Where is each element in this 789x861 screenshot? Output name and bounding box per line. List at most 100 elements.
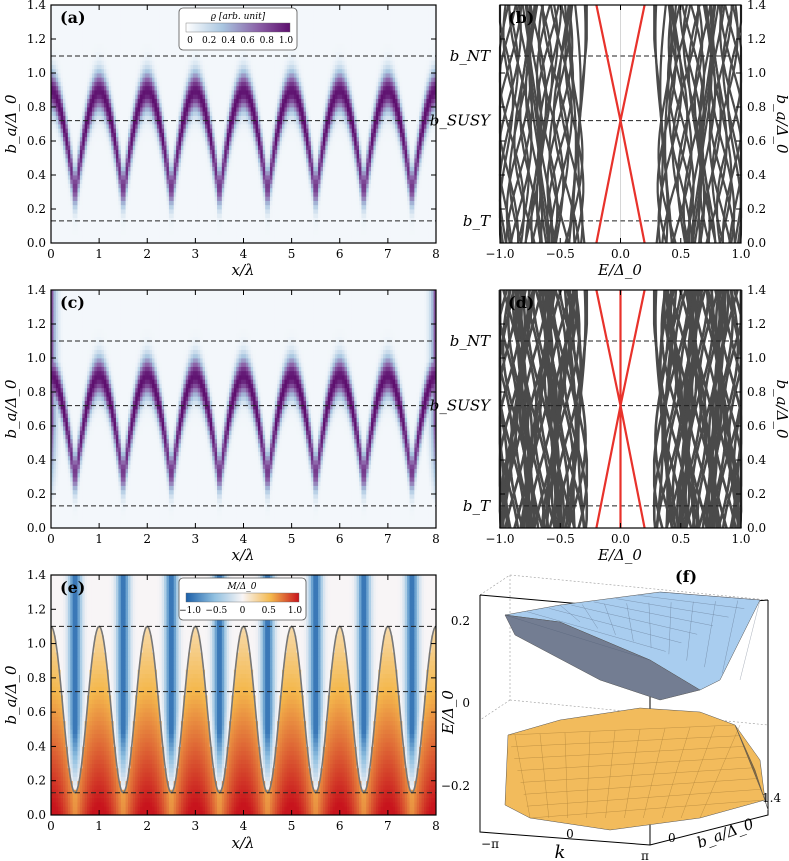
xtick-label: 3: [192, 819, 200, 833]
panel-f-btick-right: 1.4: [762, 791, 781, 805]
xtick-label: 1: [95, 819, 103, 833]
xtick-label: 0: [47, 819, 55, 833]
panel-a: 0 1 2 3 4 5 6 7 80.00.20.40.60.81.01.21.4 (a) ϱ …: [2, 0, 440, 279]
ytick-label: 0.8: [747, 100, 766, 114]
ytick-label: 0.4: [27, 168, 46, 182]
xtick-label: 6: [336, 819, 344, 833]
panel-f-btick-left: 0: [668, 831, 676, 845]
ytick-label: 0.6: [27, 705, 46, 719]
panel-d-ylabel: b_a/Δ_0: [773, 380, 789, 439]
xtick-label: 5: [288, 532, 296, 546]
colorbar-tick: −0.5: [205, 606, 227, 616]
ytick-label: 1.0: [747, 66, 766, 80]
ytick-label: 0.0: [27, 521, 46, 535]
panel-f-ktick-mid: 0: [566, 827, 574, 841]
panel-c-heatmap: [51, 290, 436, 528]
panel-e-xlabel: x/λ: [231, 834, 254, 852]
panel-b-xlabel: E/Δ_0: [597, 261, 642, 279]
ytick-label: 0.4: [747, 453, 766, 467]
panel-a-xlabel: x/λ: [231, 261, 254, 279]
ytick-label: 1.0: [27, 351, 46, 365]
ytick-label: 0.8: [27, 671, 46, 685]
ytick-label: 0.6: [747, 419, 766, 433]
xtick-label: 0.5: [671, 532, 690, 546]
panel-c-xlabel: x/λ: [231, 546, 254, 564]
xtick-label: 7: [384, 819, 392, 833]
ytick-label: 1.4: [747, 0, 766, 12]
panel-d-label: (d): [508, 293, 534, 312]
xtick-label: 6: [336, 532, 344, 546]
xtick-label: 7: [384, 247, 392, 261]
xtick-label: 0: [47, 532, 55, 546]
xtick-label: 1: [95, 532, 103, 546]
colorbar-tick: 0: [240, 606, 246, 616]
ytick-label: 1.2: [747, 317, 766, 331]
ytick-label: 0.8: [27, 385, 46, 399]
panel-b: −1.0 −0.5 0.0 0.5 1.00.00.20.40.60.81.01.21.…: [430, 0, 789, 279]
panel-f-zlabel: E/Δ_0: [439, 690, 457, 735]
panel-f-ztick-mid: 0: [462, 696, 470, 710]
ytick-label: 0.6: [27, 419, 46, 433]
marker-label: b_NT: [450, 47, 491, 65]
panel-b-ylabel: b_a/Δ_0: [773, 95, 789, 154]
ytick-label: 0.4: [747, 168, 766, 182]
xtick-label: 5: [288, 819, 296, 833]
xtick-label: 2: [143, 532, 151, 546]
panel-f-klabel: k: [555, 842, 566, 861]
ytick-label: 0.0: [27, 236, 46, 250]
xtick-label: 5: [288, 247, 296, 261]
panel-f-ztick-top: 0.2: [451, 614, 470, 628]
xtick-label: 8: [432, 247, 440, 261]
colorbar-tick: 0.6: [240, 36, 255, 46]
panel-c-label: (c): [60, 293, 85, 312]
ytick-label: 0.2: [27, 774, 46, 788]
panel-f-ktick-left: −π: [481, 837, 499, 851]
panel-a-ylabel: b_a/Δ_0: [2, 94, 20, 153]
panel-d: −1.0 −0.5 0.0 0.5 1.00.00.20.40.60.81.01.21.…: [430, 283, 789, 564]
xtick-label: 4: [240, 247, 248, 261]
ytick-label: 0.0: [747, 521, 766, 535]
panel-e: 0 1 2 3 4 5 6 7 80.00.20.40.60.81.01.21.4 (e) M/…: [2, 568, 440, 852]
ytick-label: 0.6: [747, 134, 766, 148]
colorbar-tick: 0: [187, 36, 193, 46]
marker-label: b_NT: [450, 332, 491, 350]
xtick-label: 8: [432, 819, 440, 833]
panel-a-colorbar-title: ϱ [arb. unit]: [211, 12, 266, 22]
panel-b-label: (b): [508, 8, 534, 27]
xtick-label: 0.0: [611, 247, 630, 261]
xtick-label: 0: [47, 247, 55, 261]
xtick-label: 6: [336, 247, 344, 261]
xtick-label: −1.0: [485, 247, 514, 261]
ytick-label: 1.0: [747, 351, 766, 365]
marker-label: b_SUSY: [430, 112, 492, 130]
panel-a-label: (a): [60, 8, 86, 27]
panel-c: 0 1 2 3 4 5 6 7 80.00.20.40.60.81.01.21.4 (c) x/…: [2, 283, 440, 564]
ytick-label: 0.8: [747, 385, 766, 399]
xtick-label: 0.5: [671, 247, 690, 261]
xtick-label: 4: [240, 532, 248, 546]
panel-e-colorbar: M/Δ_0 −1.0 −0.5 0 0.5 1.0: [179, 578, 306, 620]
ytick-label: 0.4: [27, 739, 46, 753]
ytick-label: 1.2: [27, 32, 46, 46]
xtick-label: 2: [143, 819, 151, 833]
panel-e-label: (e): [60, 578, 85, 597]
colorbar-tick: 0.4: [221, 36, 236, 46]
colorbar-tick: 0.5: [262, 606, 277, 616]
ytick-label: 1.4: [27, 568, 46, 582]
xtick-label: 7: [384, 532, 392, 546]
marker-label: b_T: [463, 497, 491, 515]
xtick-label: −0.5: [546, 532, 575, 546]
panel-e-ylabel: b_a/Δ_0: [2, 665, 20, 724]
ytick-label: 1.0: [27, 66, 46, 80]
colorbar-tick: 0.8: [260, 36, 275, 46]
ytick-label: 0.2: [27, 487, 46, 501]
xtick-label: 1: [95, 247, 103, 261]
ytick-label: 1.2: [27, 317, 46, 331]
ytick-label: 1.4: [27, 0, 46, 12]
ytick-label: 0.8: [27, 100, 46, 114]
ytick-label: 1.4: [27, 283, 46, 297]
ytick-label: 0.0: [27, 808, 46, 822]
